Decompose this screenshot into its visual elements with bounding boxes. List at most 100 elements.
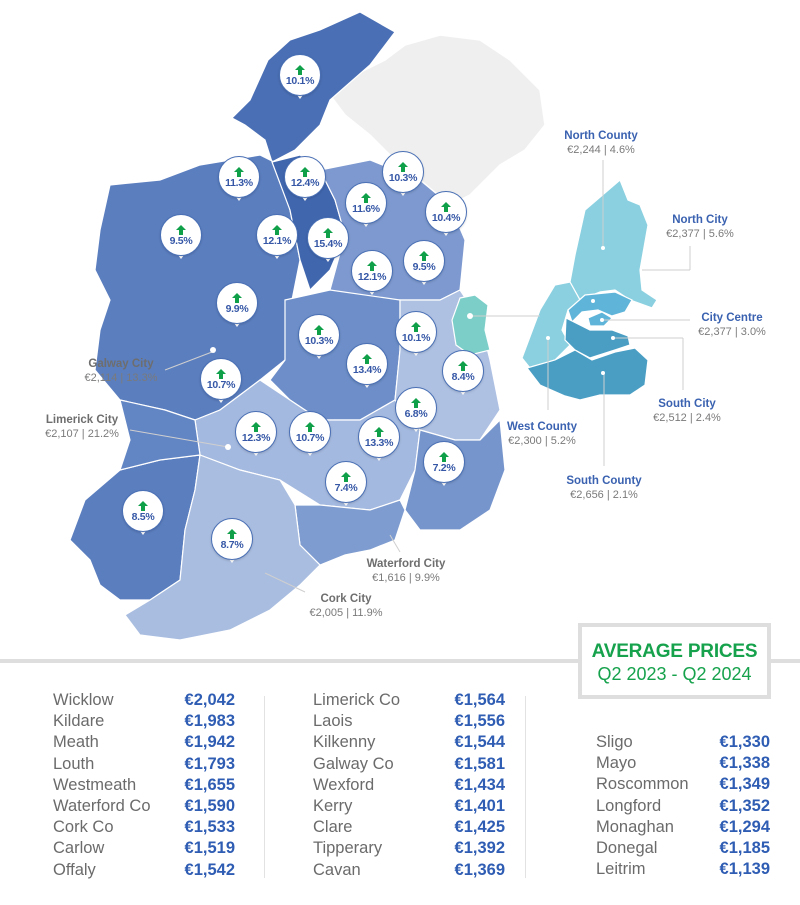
price-row: Waterford Co €1,590	[53, 797, 235, 816]
map-pin[interactable]: 9.5%	[401, 240, 447, 292]
dublin-south-city[interactable]	[564, 317, 631, 359]
map-pin[interactable]: 9.5%	[158, 214, 204, 266]
map-pin[interactable]: 15.4%	[305, 217, 351, 269]
price-row: Laois €1,556	[313, 712, 505, 731]
dublin-south-county[interactable]	[525, 347, 649, 401]
map-pin[interactable]: 10.1%	[393, 311, 439, 363]
price-row: Longford €1,352	[596, 796, 770, 815]
map-pin[interactable]: 13.4%	[344, 343, 390, 395]
price-row: Limerick Co €1,564	[313, 691, 505, 710]
legend-box: AVERAGE PRICES Q2 2023 - Q2 2024	[578, 623, 771, 699]
map-pin[interactable]: 9.9%	[214, 282, 260, 334]
price-row: Sligo €1,330	[596, 733, 770, 752]
price-row: Westmeath €1,655	[53, 775, 235, 794]
map-pin[interactable]: 8.4%	[440, 350, 486, 402]
map-pin[interactable]: 10.7%	[198, 358, 244, 410]
price-row: Louth €1,793	[53, 754, 235, 773]
price-column-1: Wicklow €2,042 Kildare €1,983 Meath €1,942 …	[53, 690, 235, 881]
price-row: Offaly €1,542	[53, 860, 235, 879]
up-arrow-icon	[398, 161, 408, 167]
price-row: Tipperary €1,392	[313, 839, 505, 858]
price-row: Monaghan €1,294	[596, 817, 770, 836]
map-pin[interactable]: 7.2%	[421, 441, 467, 493]
up-arrow-icon	[361, 192, 371, 198]
callout-connectors	[129, 160, 691, 593]
up-arrow-icon	[234, 166, 244, 172]
callout-limerick-city: Limerick City €2,107 | 21.2%	[45, 414, 119, 440]
map-pin[interactable]: 6.8%	[393, 387, 439, 439]
callout-waterford-city: Waterford City €1,616 | 9.9%	[366, 558, 446, 584]
map-pin[interactable]: 10.4%	[423, 191, 469, 243]
callout-galway-city: Galway City €2,114 | 13.3%	[84, 358, 158, 384]
section-divider	[0, 659, 800, 663]
price-row: Cavan €1,369	[313, 860, 505, 879]
up-arrow-icon	[272, 224, 282, 230]
up-arrow-icon	[341, 471, 351, 477]
map-pin[interactable]: 12.3%	[233, 411, 279, 463]
callout-dublin-city-centre: City Centre €2,377 | 3.0%	[698, 312, 766, 338]
map-pin[interactable]: 12.1%	[254, 214, 300, 266]
price-row: Wicklow €2,042	[53, 691, 235, 710]
map-pin[interactable]: 10.7%	[287, 411, 333, 463]
up-arrow-icon	[323, 227, 333, 233]
callout-dublin-west-county: West County €2,300 | 5.2%	[506, 421, 578, 447]
ireland-rent-map: 10.1% 11.3% 12.4% 10.3% 11.6% 10.4% 9.5%…	[45, 11, 766, 641]
up-arrow-icon	[367, 260, 377, 266]
up-arrow-icon	[419, 250, 429, 256]
map-pin[interactable]: 12.4%	[282, 156, 328, 208]
up-arrow-icon	[138, 500, 148, 506]
price-row: Roscommon €1,349	[596, 775, 770, 794]
price-row: Clare €1,425	[313, 818, 505, 837]
map-pin[interactable]: 8.5%	[120, 490, 166, 542]
price-row: Kildare €1,983	[53, 712, 235, 731]
legend-title: AVERAGE PRICES	[591, 641, 758, 662]
up-arrow-icon	[295, 64, 305, 70]
price-row: Kerry €1,401	[313, 797, 505, 816]
up-arrow-icon	[300, 166, 310, 172]
up-arrow-icon	[314, 324, 324, 330]
price-row: Donegal €1,185	[596, 839, 770, 858]
up-arrow-icon	[227, 528, 237, 534]
up-arrow-icon	[439, 451, 449, 457]
map-pin[interactable]: 11.3%	[216, 156, 262, 208]
dublin-north-county[interactable]	[569, 178, 658, 309]
up-arrow-icon	[305, 421, 315, 427]
price-row: Galway Co €1,581	[313, 754, 505, 773]
price-row: Wexford €1,434	[313, 775, 505, 794]
column-separator	[525, 696, 526, 878]
dublin-north-city[interactable]	[567, 291, 633, 324]
price-row: Cork Co €1,533	[53, 818, 235, 837]
up-arrow-icon	[411, 321, 421, 327]
price-row: Leitrim €1,139	[596, 860, 770, 879]
callout-dublin-south-city: South City €2,512 | 2.4%	[653, 398, 721, 424]
map-pin[interactable]: 11.6%	[343, 182, 389, 234]
legend-period: Q2 2023 - Q2 2024	[597, 664, 752, 684]
callout-cork-city: Cork City €2,005 | 11.9%	[309, 593, 383, 619]
map-pin[interactable]: 7.4%	[323, 461, 369, 513]
map-pin[interactable]: 8.7%	[209, 518, 255, 570]
price-column-2: Limerick Co €1,564 Laois €1,556 Kilkenny €1…	[313, 690, 505, 881]
map-pin[interactable]: 12.1%	[349, 250, 395, 302]
price-row: Meath €1,942	[53, 733, 235, 752]
dublin-city-centre[interactable]	[587, 311, 613, 327]
price-column-3: Sligo €1,330 Mayo €1,338 Roscommon €1,349 L…	[596, 732, 770, 880]
up-arrow-icon	[441, 201, 451, 207]
up-arrow-icon	[232, 292, 242, 298]
price-row: Kilkenny €1,544	[313, 733, 505, 752]
up-arrow-icon	[251, 421, 261, 427]
price-row: Mayo €1,338	[596, 754, 770, 773]
map-pin[interactable]: 10.3%	[296, 314, 342, 366]
callout-dublin-south-county: South County €2,656 | 2.1%	[566, 475, 642, 501]
up-arrow-icon	[374, 426, 384, 432]
region-dublin-county[interactable]	[451, 294, 491, 356]
up-arrow-icon	[216, 368, 226, 374]
callout-dots	[210, 246, 615, 450]
column-separator	[264, 696, 265, 878]
map-pin[interactable]: 13.3%	[356, 416, 402, 468]
up-arrow-icon	[176, 224, 186, 230]
up-arrow-icon	[458, 360, 468, 366]
up-arrow-icon	[411, 397, 421, 403]
map-pin[interactable]: 10.1%	[277, 54, 323, 106]
callout-dublin-north-city: North City €2,377 | 5.6%	[666, 214, 734, 240]
map-pin[interactable]: 10.3%	[380, 151, 426, 203]
